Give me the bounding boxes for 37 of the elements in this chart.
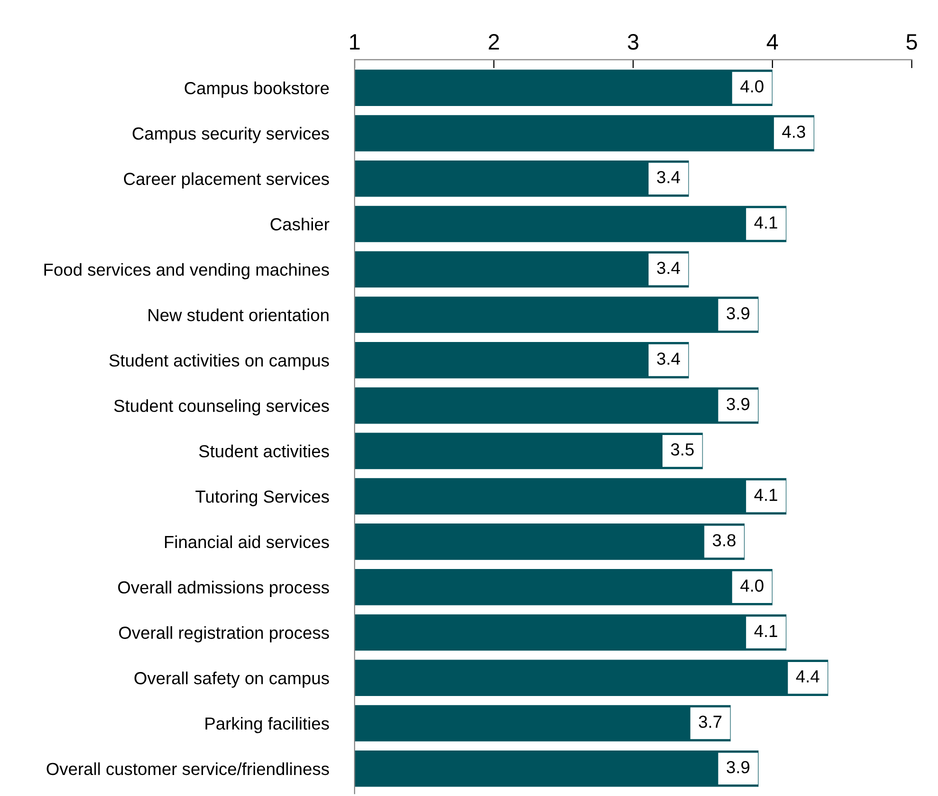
data-label: 3.5: [670, 443, 694, 456]
data-label: 3.4: [657, 262, 680, 274]
data-label: 3.4: [657, 170, 680, 184]
y-tick-label: Overall customer service/friendliness: [46, 762, 329, 776]
y-tick-label: Cashier: [270, 218, 330, 230]
y-tick-label: Student counseling services: [114, 399, 329, 416]
x-tick-label: 4: [766, 34, 778, 50]
data-label: 4.0: [740, 579, 764, 592]
y-tick-label: New student orientation: [148, 308, 328, 322]
y-tick-label: Overall safety on campus: [134, 672, 329, 688]
y-tick-label: Campus security services: [132, 126, 329, 144]
y-tick-label: Overall registration process: [119, 626, 329, 642]
y-tick-label: Tutoring Services: [196, 490, 329, 506]
x-tick-label: 2: [488, 34, 499, 50]
data-label: 3.9: [726, 307, 750, 320]
data-label: 3.7: [698, 716, 722, 728]
x-tick-label: 3: [628, 34, 638, 50]
data-label: 3.9: [726, 761, 750, 774]
x-tick-label: 1: [350, 34, 360, 50]
y-tick-label: Parking facilities: [206, 716, 329, 734]
y-tick-label: Campus bookstore: [184, 82, 329, 98]
y-tick-label: Student activities: [199, 444, 329, 458]
data-label: 4.3: [782, 126, 806, 138]
y-tick-label: Overall admissions process: [118, 580, 329, 597]
x-tick-label: 5: [906, 34, 917, 50]
y-tick-label: Student activities on campus: [109, 354, 329, 370]
data-label: 3.8: [712, 534, 736, 546]
data-label: 4.1: [754, 216, 778, 228]
data-label: 3.4: [657, 352, 680, 365]
data-label: 3.9: [726, 398, 750, 410]
y-tick-label: Financial aid services: [165, 535, 329, 548]
data-label: 4.4: [796, 670, 820, 682]
data-label: 4.1: [754, 488, 778, 501]
data-label: 4.0: [740, 80, 764, 92]
y-tick-label: Career placement services: [124, 172, 329, 189]
y-tick-label: Food services and vending machines: [44, 263, 329, 280]
data-label: 4.1: [754, 625, 778, 637]
